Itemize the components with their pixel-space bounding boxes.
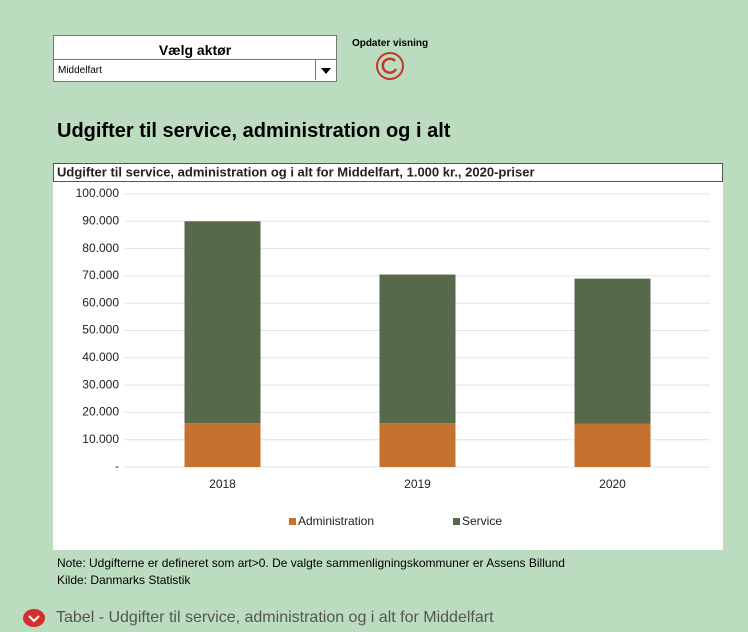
y-tick-label: 40.000: [82, 350, 119, 364]
y-tick-label: 70.000: [82, 268, 119, 282]
selector-label: Vælg aktør: [158, 42, 232, 58]
bar-segment: [184, 221, 261, 424]
refresh-button[interactable]: Opdater visning: [345, 38, 435, 86]
y-tick-label: 100.000: [76, 186, 120, 200]
legend-label: Administration: [298, 514, 374, 528]
y-tick-label: 50.000: [82, 323, 119, 337]
chart: Udgifter til service, administration og …: [53, 163, 723, 550]
dropdown-arrow[interactable]: [315, 60, 336, 80]
table-toggle[interactable]: Tabel - Udgifter til service, administra…: [22, 608, 494, 628]
legend-swatch: [453, 518, 460, 525]
toggle-icon[interactable]: [22, 608, 48, 628]
note: Note: Udgifterne er defineret som art>0.…: [57, 556, 565, 570]
dropdown[interactable]: Middelfart: [54, 59, 336, 81]
y-tick-label: 80.000: [82, 241, 119, 255]
x-tick-label: 2020: [599, 477, 626, 491]
y-tick-label: 90.000: [82, 213, 119, 227]
chart-title: Udgifter til service, administration og …: [57, 164, 535, 179]
bar-segment: [184, 423, 261, 467]
y-tick-label: 60.000: [82, 295, 119, 309]
bar-segment: [379, 274, 456, 424]
toggle-label: Tabel - Udgifter til service, administra…: [56, 609, 494, 626]
legend-swatch: [289, 518, 296, 525]
y-tick-label: 20.000: [82, 405, 119, 419]
refresh-label: Opdater visning: [351, 38, 429, 49]
refresh-icon[interactable]: [370, 49, 410, 83]
title-frame: [53, 163, 723, 182]
bar-segment: [574, 278, 651, 424]
x-tick-label: 2018: [209, 477, 236, 491]
y-tick-label: 30.000: [82, 377, 119, 391]
x-tick-label: 2019: [404, 477, 431, 491]
selected-value: Middelfart: [58, 65, 102, 76]
source: Kilde: Danmarks Statistik: [57, 573, 191, 587]
legend-label: Service: [462, 514, 502, 528]
y-tick-label: -: [115, 459, 119, 473]
bar-segment: [574, 423, 651, 467]
y-tick-label: 10.000: [82, 432, 119, 446]
section-heading: Udgifter til service, administration og …: [57, 120, 451, 142]
actor-selector: Vælg aktør Middelfart: [53, 35, 337, 82]
bar-segment: [379, 423, 456, 467]
